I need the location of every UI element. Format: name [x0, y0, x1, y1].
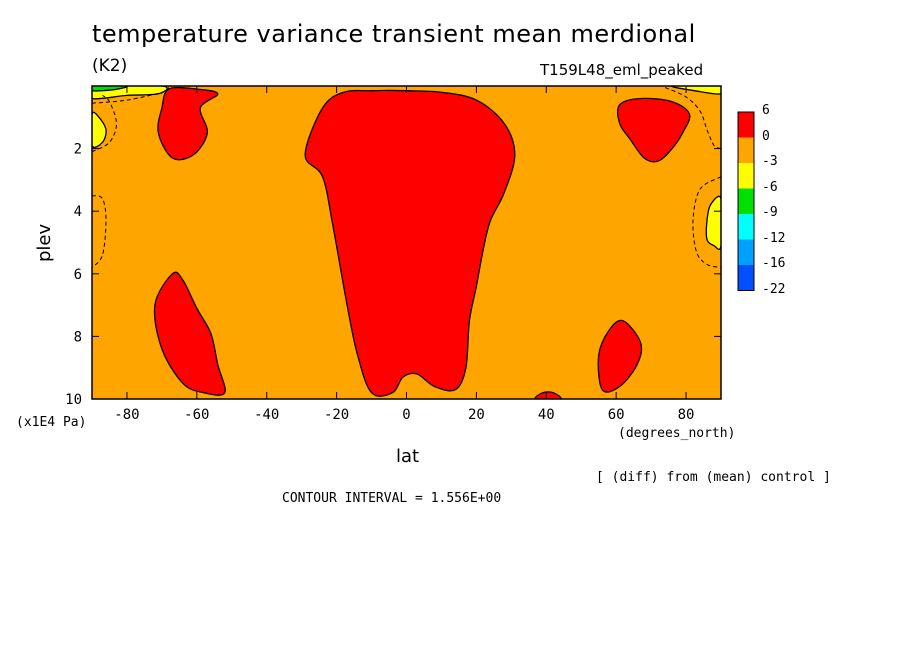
legend-swatch — [738, 137, 754, 163]
legend-swatch — [738, 265, 754, 291]
legend-label: -3 — [762, 154, 778, 169]
legend-swatch — [738, 239, 754, 265]
region-nh-polar-yellow — [705, 195, 721, 251]
x-tick-label: -40 — [254, 407, 279, 423]
dashed-contour — [92, 195, 107, 268]
field-regions — [92, 86, 721, 399]
x-tick-label: 80 — [678, 407, 695, 423]
dashed-contour — [692, 176, 721, 268]
contour-interval-note: CONTOUR INTERVAL = 1.556E+00 — [282, 491, 502, 506]
legend-frame — [737, 111, 755, 291]
legend-swatch — [738, 214, 754, 240]
y-tick-label: 6 — [74, 267, 82, 283]
region-nh-lower-blob — [597, 319, 643, 393]
region-sh-lower-blob — [153, 271, 226, 396]
legend-label: -6 — [762, 179, 778, 195]
x-tick-label: 40 — [538, 407, 555, 423]
chart-title: temperature variance transient mean merd… — [92, 20, 696, 48]
x-tick-label: -60 — [184, 407, 209, 423]
legend-swatch — [738, 188, 754, 214]
y-tick-label: 4 — [74, 204, 82, 220]
y-axis-label: plev — [34, 223, 55, 262]
legend-label: -16 — [762, 256, 786, 271]
region-nh-surface-blob — [534, 391, 562, 399]
dashed-contour — [92, 87, 170, 104]
region-top-band-green — [92, 86, 129, 92]
region-tropical-core — [304, 89, 516, 397]
legend-label: 6 — [762, 103, 770, 118]
region-sh-upper-blob — [157, 86, 219, 161]
legend-label: 0 — [762, 128, 770, 144]
x-axis-units: (degrees_north) — [618, 426, 736, 441]
region-top-right-yellow — [671, 86, 721, 95]
x-tick-label: 20 — [468, 407, 485, 423]
legend-swatch — [738, 112, 754, 138]
y-tick-label: 10 — [65, 392, 82, 408]
units-label: (K2) — [92, 56, 128, 76]
legend-label: -12 — [762, 230, 786, 246]
legend-swatch — [738, 163, 754, 189]
legend-label: -9 — [762, 205, 778, 220]
legend-label: -22 — [762, 281, 786, 297]
x-tick-label: -20 — [324, 407, 349, 423]
diff-footnote: [ (diff) from (mean) control ] — [596, 470, 831, 485]
y-axis-units: (x1E4 Pa) — [16, 415, 87, 430]
experiment-label: T159L48_eml_peaked — [540, 61, 704, 79]
y-tick-label: 8 — [74, 329, 82, 345]
x-tick-label: -80 — [114, 407, 139, 423]
region-nh-upper-blob — [617, 97, 691, 163]
x-tick-label: 0 — [402, 407, 410, 423]
x-tick-label: 60 — [608, 407, 625, 423]
y-tick-label: 2 — [74, 142, 82, 158]
x-axis-label: lat — [396, 446, 420, 467]
region-sh-polar-surface-yellow — [92, 111, 107, 148]
